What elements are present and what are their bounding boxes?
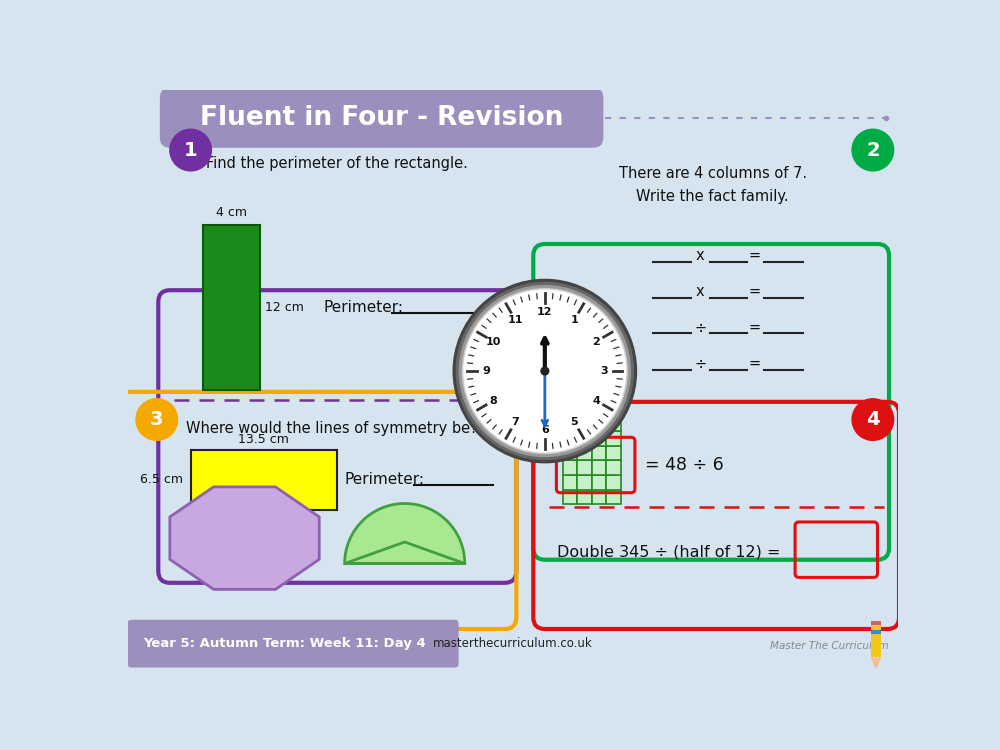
Circle shape bbox=[170, 129, 211, 171]
Text: 7: 7 bbox=[511, 417, 519, 428]
Text: Perimeter:: Perimeter: bbox=[324, 301, 404, 316]
Polygon shape bbox=[606, 475, 621, 490]
Polygon shape bbox=[592, 490, 606, 504]
Polygon shape bbox=[345, 503, 465, 563]
Circle shape bbox=[852, 399, 894, 440]
Circle shape bbox=[453, 280, 636, 463]
Text: 8: 8 bbox=[490, 395, 498, 406]
Circle shape bbox=[456, 283, 633, 460]
Text: 5: 5 bbox=[571, 417, 578, 428]
Text: 1: 1 bbox=[184, 140, 197, 160]
Polygon shape bbox=[606, 446, 621, 460]
Text: =: = bbox=[749, 284, 761, 299]
Polygon shape bbox=[563, 460, 577, 475]
Polygon shape bbox=[577, 431, 592, 445]
Polygon shape bbox=[592, 475, 606, 490]
Polygon shape bbox=[592, 416, 606, 431]
Circle shape bbox=[852, 129, 894, 171]
Polygon shape bbox=[592, 402, 606, 416]
Polygon shape bbox=[606, 490, 621, 504]
Text: Fluent in Four - Revision: Fluent in Four - Revision bbox=[200, 105, 563, 130]
Polygon shape bbox=[577, 475, 592, 490]
Polygon shape bbox=[191, 450, 337, 510]
Polygon shape bbox=[563, 431, 577, 445]
Circle shape bbox=[462, 289, 627, 454]
Text: Year 5: Autumn Term: Week 11: Day 4: Year 5: Autumn Term: Week 11: Day 4 bbox=[143, 638, 426, 650]
Polygon shape bbox=[606, 460, 621, 475]
Polygon shape bbox=[871, 626, 881, 658]
Text: = 48 ÷ 6: = 48 ÷ 6 bbox=[645, 456, 724, 474]
Polygon shape bbox=[606, 416, 621, 431]
Polygon shape bbox=[563, 475, 577, 490]
Text: Write the fact family.: Write the fact family. bbox=[636, 189, 789, 204]
Text: Double 345 ÷ (half of 12) =: Double 345 ÷ (half of 12) = bbox=[557, 544, 781, 560]
Polygon shape bbox=[871, 620, 881, 626]
Text: 12: 12 bbox=[537, 307, 553, 317]
Circle shape bbox=[541, 368, 549, 375]
Text: masterthecurriculum.co.uk: masterthecurriculum.co.uk bbox=[433, 638, 592, 650]
Text: ÷: ÷ bbox=[694, 356, 706, 370]
Text: 4: 4 bbox=[592, 395, 600, 406]
Text: =: = bbox=[749, 356, 761, 370]
FancyBboxPatch shape bbox=[160, 88, 603, 148]
Text: 2: 2 bbox=[592, 337, 600, 346]
Text: Find the perimeter of the rectangle.: Find the perimeter of the rectangle. bbox=[206, 156, 468, 171]
Polygon shape bbox=[563, 402, 577, 416]
Polygon shape bbox=[606, 402, 621, 416]
Polygon shape bbox=[563, 446, 577, 460]
Circle shape bbox=[136, 399, 178, 440]
Text: 6: 6 bbox=[541, 425, 549, 435]
Polygon shape bbox=[606, 431, 621, 445]
Polygon shape bbox=[577, 490, 592, 504]
Circle shape bbox=[464, 290, 626, 452]
Text: There are 4 columns of 7.: There are 4 columns of 7. bbox=[619, 166, 807, 181]
Polygon shape bbox=[592, 460, 606, 475]
Text: =: = bbox=[749, 320, 761, 334]
Text: x: x bbox=[696, 248, 705, 263]
Polygon shape bbox=[563, 490, 577, 504]
Circle shape bbox=[459, 286, 630, 457]
Text: 4 cm: 4 cm bbox=[216, 206, 247, 219]
Polygon shape bbox=[592, 446, 606, 460]
Text: 9: 9 bbox=[482, 366, 490, 376]
Polygon shape bbox=[577, 402, 592, 416]
Text: 3: 3 bbox=[150, 410, 164, 429]
Text: 11: 11 bbox=[508, 315, 523, 325]
Text: Master The Curriculum: Master The Curriculum bbox=[770, 641, 889, 651]
Text: x: x bbox=[696, 284, 705, 299]
Text: 3: 3 bbox=[600, 366, 608, 376]
Text: =: = bbox=[749, 248, 761, 263]
Polygon shape bbox=[170, 487, 319, 590]
Text: 4: 4 bbox=[866, 410, 880, 429]
Polygon shape bbox=[871, 658, 881, 670]
Polygon shape bbox=[563, 416, 577, 431]
Text: 1: 1 bbox=[570, 315, 578, 325]
Text: Where would the lines of symmetry be?: Where would the lines of symmetry be? bbox=[186, 422, 477, 436]
Text: 2: 2 bbox=[866, 140, 880, 160]
Text: 10: 10 bbox=[486, 337, 501, 346]
FancyBboxPatch shape bbox=[128, 620, 459, 668]
Polygon shape bbox=[871, 630, 881, 634]
Text: 12 cm: 12 cm bbox=[265, 302, 303, 314]
Polygon shape bbox=[203, 225, 260, 390]
Text: 6.5 cm: 6.5 cm bbox=[140, 473, 183, 486]
Polygon shape bbox=[592, 431, 606, 445]
Text: 13.5 cm: 13.5 cm bbox=[238, 433, 289, 445]
Text: Perimeter:: Perimeter: bbox=[345, 472, 425, 487]
Polygon shape bbox=[577, 416, 592, 431]
Text: ÷: ÷ bbox=[694, 320, 706, 334]
Polygon shape bbox=[577, 446, 592, 460]
Polygon shape bbox=[577, 460, 592, 475]
